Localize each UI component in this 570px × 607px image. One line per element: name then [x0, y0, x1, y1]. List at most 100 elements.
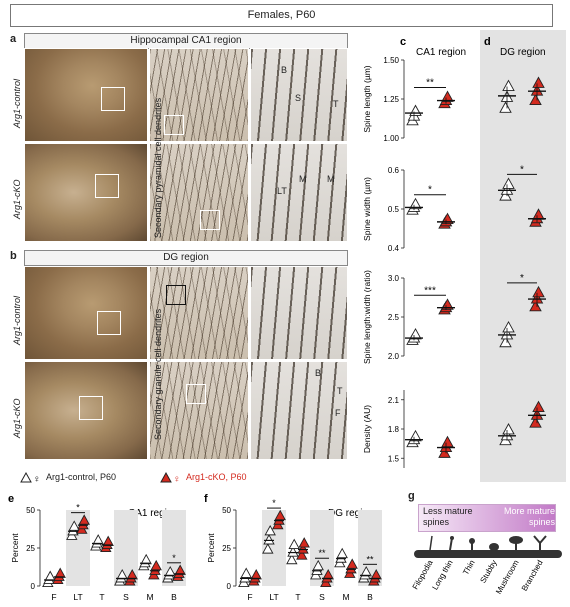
panel-c-header: CA1 region — [416, 47, 466, 58]
data-point — [264, 524, 276, 536]
svg-text:♀: ♀ — [173, 474, 181, 485]
y-tick-label: 50 — [222, 506, 231, 515]
data-point — [286, 553, 298, 565]
data-point — [312, 559, 324, 571]
panel-d-label: d — [484, 36, 491, 48]
y-tick-label: 0 — [31, 582, 36, 591]
data-point — [297, 543, 309, 554]
spine-tag: M — [299, 174, 307, 184]
x-tick-label: M — [342, 592, 349, 602]
data-point — [336, 547, 348, 559]
y-tick-label: 3.0 — [388, 274, 400, 283]
data-point — [44, 570, 56, 581]
y-tick-label: 0.5 — [388, 205, 400, 214]
dg-cko-overview-image — [24, 361, 148, 460]
y-tick-label: 0 — [227, 582, 232, 591]
dg-shade — [480, 30, 566, 482]
row-label-cko-a: Arg1-cKO — [12, 179, 22, 219]
legend-control-marker: ♀ — [20, 471, 41, 485]
row-label-control-a: Arg1-control — [12, 78, 22, 128]
ca1-control-dendrite-image — [149, 48, 249, 142]
less-mature-label: Less mature spines — [423, 506, 473, 527]
data-point — [274, 509, 286, 521]
data-point — [409, 429, 422, 442]
dg-control-dendrite-image — [149, 266, 249, 360]
panel-b-header: DG region — [24, 250, 348, 266]
data-point — [529, 299, 542, 312]
more-mature-label: More mature spines — [503, 506, 555, 527]
dg-control-spine-image — [250, 266, 348, 360]
data-point — [441, 212, 454, 224]
significance-label: * — [272, 498, 276, 508]
x-tick-label: LT — [269, 592, 278, 602]
data-point — [250, 569, 262, 580]
spine-tag: T — [333, 99, 339, 109]
significance-label: * — [76, 503, 80, 513]
x-tick-label: F — [247, 592, 252, 602]
panel-cd-charts: c CA1 region d DG region 1.00 1.25 1.50 Spi… — [362, 30, 566, 482]
data-point — [288, 538, 300, 550]
row-label-control-b: Arg1-control — [12, 295, 22, 345]
significance-label: *** — [424, 285, 436, 296]
panel-g-label: g — [408, 490, 415, 502]
svg-text:♀: ♀ — [33, 474, 41, 485]
x-tick-label: B — [367, 592, 373, 602]
significance-label: * — [520, 164, 524, 175]
legend-control-label: Arg1-control, P60 — [46, 472, 117, 482]
data-point — [502, 320, 515, 333]
dg-cko-spine-image: B T F — [250, 361, 348, 460]
x-tick-label: B — [171, 592, 177, 602]
x-tick-label: S — [123, 592, 129, 602]
data-point — [502, 423, 515, 435]
data-point — [92, 534, 104, 545]
data-point — [441, 298, 454, 310]
data-point — [502, 177, 515, 189]
y-tick-label: 1.50 — [383, 56, 399, 65]
significance-label: * — [520, 273, 524, 284]
y-tick-label: 1.00 — [383, 134, 399, 143]
y-tick-label: 1.25 — [383, 95, 399, 104]
significance-label: * — [428, 185, 432, 196]
dg-control-overview-image — [24, 266, 148, 360]
data-point — [502, 79, 515, 91]
row-label-cko-b: Arg1-cKO — [12, 398, 22, 438]
panel-e-header: CA1 region — [128, 508, 178, 519]
significance-label: ** — [318, 548, 326, 558]
y-tick-label: 2.0 — [388, 352, 400, 361]
y-axis-label: Percent — [206, 533, 216, 563]
data-point — [441, 435, 454, 448]
x-tick-label: T — [99, 592, 104, 602]
x-tick-label: M — [146, 592, 153, 602]
ca1-control-overview-image — [24, 48, 148, 142]
panel-ef-charts: e CA1 region f DG region 0 25 50 Percent F LT… — [8, 493, 382, 602]
data-point — [529, 416, 542, 428]
panel-a-label: a — [10, 33, 17, 45]
y-tick-label: 2.5 — [388, 313, 400, 322]
spine-type-label: Thin — [461, 559, 477, 577]
y-axis-label: Density (AU) — [362, 405, 372, 453]
data-point — [346, 558, 358, 569]
significance-label: ** — [366, 554, 374, 564]
data-point — [296, 549, 308, 560]
panel-d-header: DG region — [500, 47, 546, 58]
data-point — [287, 546, 299, 557]
data-point — [263, 534, 275, 545]
data-point — [262, 543, 274, 554]
legend-cko-label: Arg1-cKO, P60 — [186, 472, 247, 482]
panel-f-label: f — [204, 493, 208, 505]
y-tick-label: 2.1 — [388, 396, 400, 405]
data-point — [532, 400, 545, 412]
ca1-cko-overview-image — [24, 143, 148, 242]
y-tick-label: 50 — [26, 506, 35, 515]
data-point — [438, 446, 451, 458]
y-tick-label: 0.4 — [388, 244, 400, 253]
x-tick-label: LT — [73, 592, 82, 602]
data-point — [499, 101, 512, 113]
data-point — [499, 335, 512, 348]
spine-tag: B — [315, 368, 322, 378]
maturity-gradient-bar: Less mature spines More mature spines — [418, 504, 556, 532]
y-tick-label: 1.8 — [388, 425, 400, 434]
data-point — [532, 285, 545, 298]
spine-type-label: Branched — [520, 559, 545, 593]
